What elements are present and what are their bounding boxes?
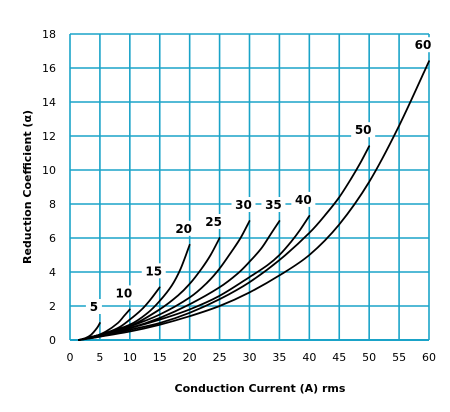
series-label-bg-30: [231, 197, 256, 212]
series-label-bg-20: [171, 220, 196, 236]
y-tick-label-10: 10: [42, 164, 56, 177]
x-tick-label-50: 50: [362, 351, 376, 364]
series-labels: 5 10 15 20 25 30 35 40 50 60: [85, 37, 435, 314]
series-label-bg-40: [291, 191, 316, 207]
series-label-20: 20: [175, 222, 192, 236]
y-tick-label-14: 14: [42, 96, 56, 109]
series-label-bg-10: [111, 285, 136, 301]
x-tick-label-25: 25: [213, 351, 227, 364]
series-label-15: 15: [145, 264, 162, 278]
x-tick-label-45: 45: [332, 351, 346, 364]
series-label-30: 30: [235, 198, 252, 212]
x-tick-label-30: 30: [243, 351, 257, 364]
series-line-40: [78, 215, 311, 341]
y-tick-label-8: 8: [49, 198, 56, 211]
x-tick-label-10: 10: [123, 351, 137, 364]
series-label-bg-5: [85, 299, 102, 314]
y-axis-title: Reduction Coefficient (α): [21, 110, 34, 264]
y-tick-label-4: 4: [49, 266, 56, 279]
x-tick-label-15: 15: [153, 351, 167, 364]
series-label-35: 35: [265, 198, 282, 212]
series-lines: [78, 60, 430, 341]
series-line-60: [78, 60, 430, 341]
y-tick-label-16: 16: [42, 62, 56, 75]
y-tick-label-12: 12: [42, 130, 56, 143]
series-label-50: 50: [355, 123, 372, 137]
x-tick-label-0: 0: [67, 351, 74, 364]
series-label-bg-25: [201, 214, 226, 229]
y-tick-label-2: 2: [49, 300, 56, 313]
series-label-bg-15: [141, 263, 166, 279]
series-label-60: 60: [415, 38, 432, 52]
x-tick-label-5: 5: [96, 351, 103, 364]
series-line-50: [78, 145, 371, 341]
y-tick-label-18: 18: [42, 28, 56, 41]
series-label-bg-60: [411, 37, 435, 53]
series-label-5: 5: [90, 300, 98, 314]
series-label-40: 40: [295, 193, 312, 207]
x-tick-label-40: 40: [302, 351, 316, 364]
series-label-bg-50: [351, 122, 376, 138]
tick-labels: 0 5 10 15 20 25 30 35 40 45 50 55 60 0 2 4 6 8 10 12 14 16 18: [42, 28, 436, 364]
x-axis-title: Conduction Current (A) rms: [175, 382, 346, 395]
series-label-bg-35: [261, 197, 286, 212]
series-label-10: 10: [115, 286, 132, 300]
series-label-25: 25: [205, 215, 222, 229]
y-tick-label-0: 0: [49, 334, 56, 347]
y-tick-label-6: 6: [49, 232, 56, 245]
x-tick-label-35: 35: [272, 351, 286, 364]
x-tick-label-60: 60: [422, 351, 436, 364]
x-tick-label-55: 55: [392, 351, 406, 364]
x-tick-label-20: 20: [183, 351, 197, 364]
